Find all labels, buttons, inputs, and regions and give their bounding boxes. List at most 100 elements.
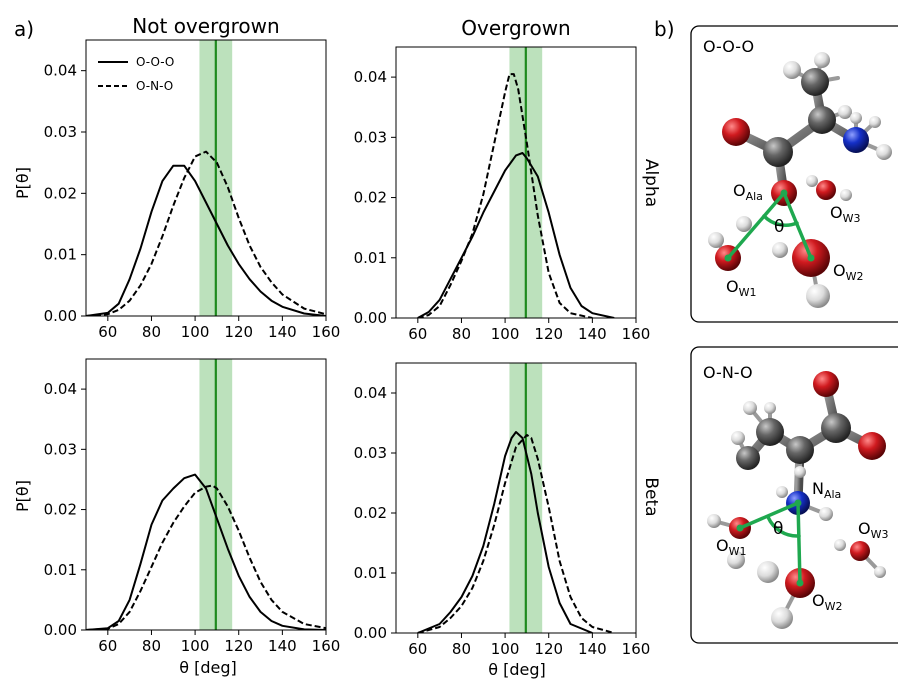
col-title-overgrown: Overgrown — [461, 16, 571, 40]
atom-hydrogen — [806, 284, 830, 308]
angle-end — [736, 524, 744, 532]
atom-carbon — [786, 436, 814, 464]
y-tick-label: 0.00 — [354, 309, 387, 327]
molecule-title: O-N-O — [703, 363, 753, 382]
series-line-o-o-o — [417, 431, 593, 633]
y-tick-label: 0.03 — [44, 440, 77, 458]
atom-hydrogen — [814, 52, 830, 68]
atom-carbon — [821, 413, 851, 443]
molecule-box-ooo: O-O-O — [690, 25, 898, 323]
legend-label-ono: O-N-O — [136, 79, 173, 93]
y-tick-label: 0.00 — [354, 624, 387, 642]
x-tick-label: 160 — [312, 323, 341, 341]
atom-carbon — [756, 418, 784, 446]
x-tick-label: 60 — [98, 637, 117, 655]
y-axis-label-top: P[θ] — [13, 167, 32, 199]
angle-vertex — [780, 189, 788, 197]
angle-end — [724, 254, 732, 262]
x-tick-label: 160 — [622, 325, 651, 343]
angle-end — [796, 579, 804, 587]
x-tick-label: 100 — [491, 640, 520, 658]
atom-hydrogen — [869, 116, 881, 128]
series-line-o-n-o — [86, 150, 326, 316]
x-tick-label: 120 — [224, 323, 253, 341]
y-tick-label: 0.03 — [44, 123, 77, 141]
angle-vertex — [794, 499, 802, 507]
plot-frame — [395, 362, 637, 634]
atom-hydrogen — [806, 175, 818, 187]
plot-frame — [395, 46, 637, 319]
plot-beta-not-overgrown: 60 80 100 120 140 160 0.00 0.01 0.02 0.03 0.04 — [44, 358, 341, 655]
atom-hydrogen — [743, 401, 757, 415]
atom-hydrogen — [834, 539, 846, 551]
angle-marker — [726, 191, 813, 260]
x-tick-label: 100 — [491, 325, 520, 343]
atom-hydrogen — [876, 144, 892, 160]
y-tick-label: 0.03 — [354, 444, 387, 462]
x-tick-label: 60 — [98, 323, 117, 341]
atom-hydrogen — [874, 566, 886, 578]
atom-hydrogen — [731, 431, 745, 445]
y-tick-label: 0.01 — [354, 564, 387, 582]
panel-a-label: a) — [14, 17, 34, 41]
x-tick-label: 80 — [142, 637, 161, 655]
x-tick-label: 80 — [452, 640, 471, 658]
y-tick-label: 0.04 — [44, 380, 77, 398]
angle-end — [807, 254, 815, 262]
x-tick-label: 140 — [578, 640, 607, 658]
label-n-ala: NAla — [812, 479, 841, 501]
x-tick-label: 60 — [408, 640, 427, 658]
y-tick-label: 0.00 — [44, 621, 77, 639]
y-tick-label: 0.04 — [44, 62, 77, 80]
molecule-box-ono: O-N-O — [690, 346, 898, 644]
x-tick-label: 80 — [452, 325, 471, 343]
atom-hydrogen — [772, 242, 788, 258]
atom-hydrogen — [771, 607, 793, 629]
atom-carbon — [763, 137, 793, 167]
label-o-w1: OW1 — [726, 277, 756, 299]
plot-frame — [85, 39, 327, 317]
x-axis-label-left: θ [deg] — [179, 658, 237, 677]
y-tick-label: 0.02 — [44, 501, 77, 519]
label-o-w3: OW3 — [858, 519, 888, 541]
row-label-beta: Beta — [641, 477, 661, 516]
atom-carbon — [801, 68, 829, 96]
x-tick-label: 100 — [181, 637, 210, 655]
x-tick-label: 140 — [578, 325, 607, 343]
atom-oxygen — [813, 371, 839, 397]
label-o-w2: OW2 — [812, 591, 842, 613]
label-o-w2: OW2 — [833, 261, 863, 283]
plot-frame — [85, 358, 327, 631]
atom-oxygen — [722, 118, 750, 146]
label-o-w3: OW3 — [830, 203, 860, 225]
y-tick-label: 0.02 — [354, 189, 387, 207]
series-line-o-o-o — [86, 164, 326, 316]
angle-theta: θ — [773, 519, 783, 539]
series-line-o-o-o — [86, 473, 326, 630]
series-line-o-n-o — [417, 73, 593, 318]
atom-hydrogen — [840, 189, 852, 201]
atom-hydrogen — [764, 402, 776, 414]
series-line-o-n-o — [417, 434, 615, 633]
x-tick-label: 120 — [224, 637, 253, 655]
panel-b-label: b) — [654, 17, 675, 41]
plot-alpha-not-overgrown: 60 80 100 120 140 160 0.00 0.01 0.02 0.03 0.04 — [44, 39, 341, 341]
x-tick-label: 160 — [622, 640, 651, 658]
x-tick-label: 160 — [312, 637, 341, 655]
atom-hydrogen — [838, 105, 852, 119]
y-tick-label: 0.01 — [354, 249, 387, 267]
angle-marker — [738, 501, 802, 585]
row-label-alpha: Alpha — [641, 159, 661, 207]
atom-hydrogen — [727, 551, 745, 569]
molecule-frame — [690, 25, 898, 323]
atom-hydrogen — [707, 514, 721, 528]
plot-beta-overgrown: 60 80 100 120 140 160 0.00 0.01 0.02 0.03 0.04 — [354, 362, 651, 658]
atom-hydrogen — [776, 486, 788, 498]
atom-nitrogen — [843, 127, 869, 153]
col-title-not-overgrown: Not overgrown — [132, 14, 279, 38]
y-tick-label: 0.03 — [354, 128, 387, 146]
atom-oxygen-w3 — [816, 180, 836, 200]
y-tick-label: 0.04 — [354, 68, 387, 86]
atom-oxygen — [858, 432, 886, 460]
